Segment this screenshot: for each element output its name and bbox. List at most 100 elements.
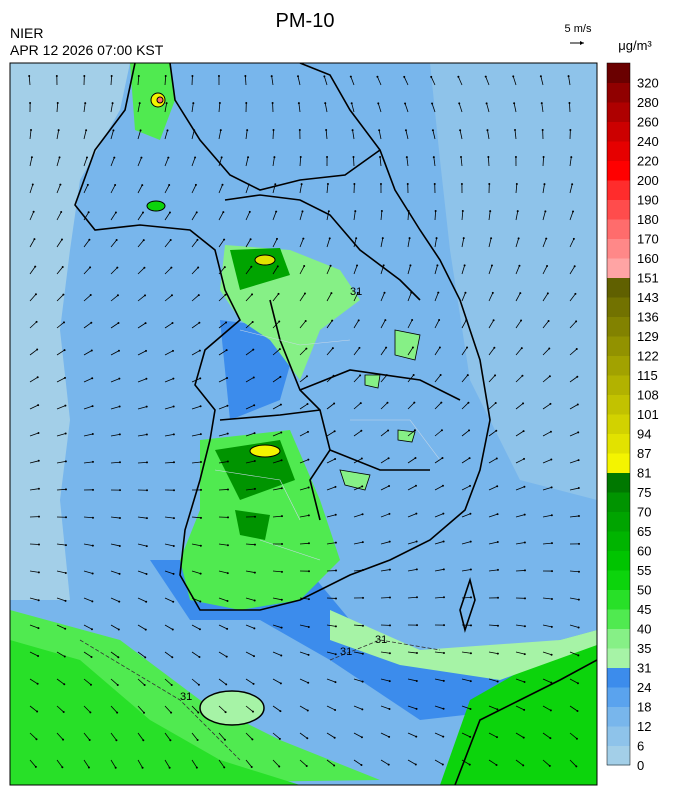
wind-arrowhead — [576, 376, 578, 378]
wind-arrowhead — [280, 655, 282, 657]
wind-arrowhead — [464, 264, 466, 266]
wind-arrowhead — [62, 266, 64, 268]
colorbar: 0612182431354045505560657075818794101108… — [607, 63, 659, 773]
wind-arrowhead — [576, 738, 578, 740]
wind-arrowhead — [488, 183, 490, 185]
wind-arrowhead — [250, 238, 252, 240]
colorbar-label: 190 — [637, 193, 659, 208]
wind-arrowhead — [273, 156, 275, 158]
wind-arrowhead — [226, 656, 228, 658]
datetime: APR 12 2026 07:00 KST — [10, 42, 164, 58]
wind-arrowhead — [114, 184, 116, 186]
wind-arrowhead — [117, 684, 119, 686]
wind-arrowhead — [496, 764, 498, 766]
wind-arrowhead — [65, 433, 67, 435]
wind-arrowhead — [38, 544, 40, 546]
wind-arrow — [381, 597, 390, 598]
wind-arrowhead — [272, 102, 274, 104]
wind-arrowhead — [494, 374, 496, 376]
wind-arrowhead — [171, 294, 173, 296]
wind-arrowhead — [335, 570, 337, 572]
colorbar-label: 31 — [637, 661, 651, 676]
wind-arrowhead — [244, 75, 246, 77]
wind-arrowhead — [146, 573, 148, 575]
wind-arrowhead — [308, 487, 310, 489]
colorbar-label: 94 — [637, 427, 651, 442]
wind-arrowhead — [112, 129, 114, 131]
wind-arrowhead — [379, 156, 381, 158]
colorbar-segment — [607, 570, 630, 590]
wind-arrowhead — [111, 75, 113, 77]
wind-arrowhead — [252, 321, 254, 323]
wind-arrowhead — [65, 572, 67, 574]
wind-arrowhead — [465, 319, 467, 321]
wind-arrowhead — [92, 517, 94, 519]
wind-arrowhead — [173, 406, 175, 408]
wind-arrowhead — [227, 544, 229, 546]
contour-label: 31 — [180, 691, 192, 703]
wind-arrowhead — [280, 404, 282, 406]
wind-arrowhead — [36, 321, 38, 323]
wind-arrowhead — [192, 102, 194, 104]
wind-arrowhead — [435, 210, 437, 212]
contour-label: 31 — [350, 286, 362, 298]
wind-arrowhead — [253, 655, 255, 657]
wind-arrowhead — [549, 375, 551, 377]
colorbar-label: 40 — [637, 622, 651, 637]
wind-arrowhead — [542, 129, 544, 131]
wind-arrowhead — [119, 461, 121, 463]
wind-arrowhead — [91, 349, 93, 351]
wind-arrowhead — [278, 766, 280, 768]
wind-arrowhead — [578, 627, 580, 629]
jeju — [200, 691, 264, 725]
wind-arrowhead — [61, 766, 63, 768]
wind-arrowhead — [199, 628, 201, 630]
wind-arrowhead — [199, 377, 201, 379]
wind-arrowhead — [119, 489, 121, 491]
wind-arrowhead — [517, 210, 519, 212]
wind-arrowhead — [406, 156, 408, 158]
wind-arrowhead — [200, 517, 202, 519]
colorbar-segment — [607, 473, 630, 493]
wind-arrowhead — [168, 184, 170, 186]
wind-arrowhead — [225, 683, 227, 685]
wind-arrowhead — [334, 458, 336, 460]
wind-arrowhead — [442, 485, 444, 487]
wind-arrowhead — [440, 374, 442, 376]
wind-arrowhead — [89, 739, 91, 741]
wind-arrowhead — [407, 183, 409, 185]
wind-arrowhead — [253, 376, 255, 378]
wind-arrowhead — [523, 458, 525, 460]
wind-arrowhead — [574, 293, 576, 295]
wind-arrowhead — [36, 349, 38, 351]
wind-arrowhead — [143, 712, 145, 714]
wind-arrowhead — [37, 655, 39, 657]
wind-arrowhead — [416, 540, 418, 542]
wind-arrowhead — [165, 75, 167, 77]
wind-arrowhead — [470, 624, 472, 626]
wind-arrowhead — [577, 682, 579, 684]
wind-arrowhead — [38, 516, 40, 518]
wind-arrowhead — [523, 430, 525, 432]
wind-arrowhead — [305, 320, 307, 322]
colorbar-label: 55 — [637, 563, 651, 578]
yellow-patch — [250, 445, 280, 457]
wind-arrowhead — [35, 738, 37, 740]
wind-arrowhead — [551, 542, 553, 544]
wind-arrowhead — [307, 682, 309, 684]
wind-arrowhead — [524, 542, 526, 544]
wind-arrowhead — [116, 712, 118, 714]
wind-arrowhead — [139, 102, 141, 104]
wind-arrowhead — [442, 763, 444, 765]
wind-arrowhead — [279, 710, 281, 712]
colorbar-segment — [607, 395, 630, 415]
wind-arrowhead — [278, 293, 280, 295]
wind-arrowhead — [142, 212, 144, 214]
colorbar-segment — [607, 200, 630, 220]
wind-arrowhead — [572, 211, 574, 213]
wind-arrowhead — [470, 652, 472, 654]
colorbar-segment — [607, 687, 630, 707]
colorbar-segment — [607, 453, 630, 473]
wind-arrowhead — [416, 568, 418, 570]
wind-arrowhead — [497, 569, 499, 571]
